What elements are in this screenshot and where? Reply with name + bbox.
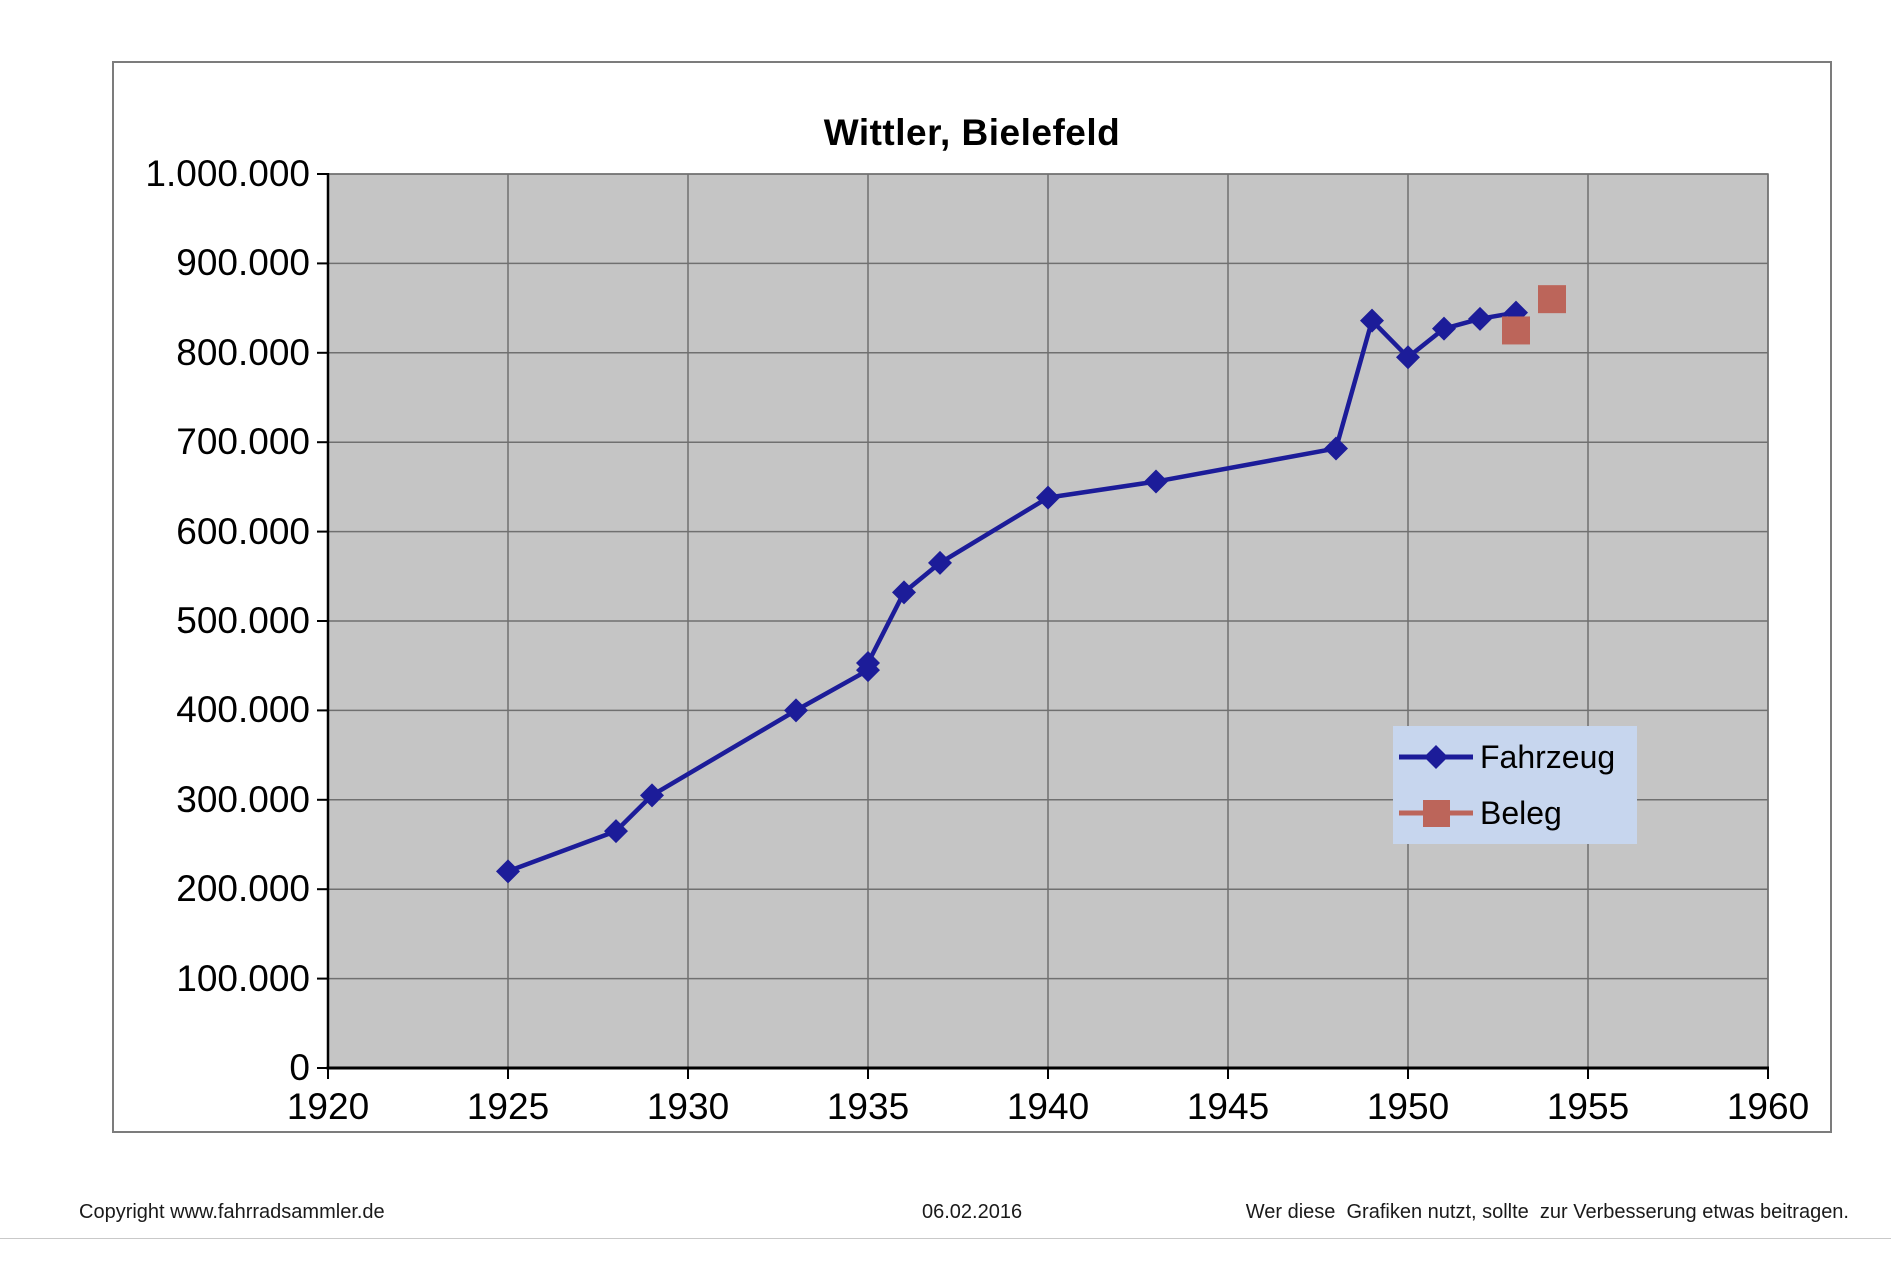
data-point-fahrzeug [1144,469,1168,494]
chart-title: Wittler, Bielefeld [823,112,1121,153]
x-axis-label: 1940 [1006,1086,1090,1127]
data-point-fahrzeug [496,859,520,884]
data-point-fahrzeug [1360,308,1384,333]
data-point-fahrzeug [604,819,628,844]
y-axis-label: 800.000 [176,331,310,373]
legend-entry-beleg: Beleg [1393,785,1637,841]
legend-label: Beleg [1480,795,1562,831]
data-point-fahrzeug [1036,485,1060,510]
footer-date: 06.02.2016 [922,1201,1023,1223]
data-point-beleg [1502,316,1530,345]
y-axis-label: 100.000 [176,957,310,999]
data-point-fahrzeug [928,550,952,575]
data-point-fahrzeug [1396,345,1420,370]
x-axis-label: 1935 [826,1086,910,1127]
y-axis-label: 200.000 [176,868,310,910]
legend-entry-fahrzeug: Fahrzeug [1393,729,1637,785]
x-axis-label: 1960 [1726,1086,1810,1127]
data-point-fahrzeug [640,783,664,808]
series-line-fahrzeug [507,310,1517,874]
data-point-beleg [1538,285,1566,314]
data-point-fahrzeug [784,698,808,723]
data-point-fahrzeug [856,651,880,676]
footer-note: Wer diese Grafiken nutzt, sollte zur Ver… [1245,1201,1849,1223]
legend-label: Fahrzeug [1480,739,1616,775]
data-point-fahrzeug [1432,316,1456,341]
y-axis-label: 600.000 [176,510,310,552]
square-marker-icon [1399,800,1473,827]
data-point-fahrzeug [892,580,916,605]
y-axis-label: 500.000 [176,600,310,641]
y-axis-label: 0 [289,1047,310,1088]
diamond-marker-icon [1399,745,1473,769]
x-axis-label: 1950 [1366,1086,1450,1127]
y-axis-label: 400.000 [176,689,310,731]
data-point-fahrzeug [1324,436,1348,461]
page-bottom-rule [0,1238,1891,1239]
x-axis-label: 1955 [1546,1086,1630,1127]
y-axis-label: 300.000 [176,778,310,820]
x-axis-label: 1945 [1186,1086,1270,1127]
y-axis-label: 1.000.000 [145,153,310,194]
data-point-fahrzeug [1468,306,1492,331]
legend: Fahrzeug Beleg [1393,726,1637,844]
x-axis-label: 1920 [286,1086,370,1127]
y-axis-label: 700.000 [176,421,310,463]
x-axis-label: 1925 [466,1086,550,1127]
footer-copyright: Copyright www.fahrradsammler.de [79,1201,385,1223]
y-axis-label: 900.000 [176,242,310,284]
x-axis-label: 1930 [646,1086,730,1127]
